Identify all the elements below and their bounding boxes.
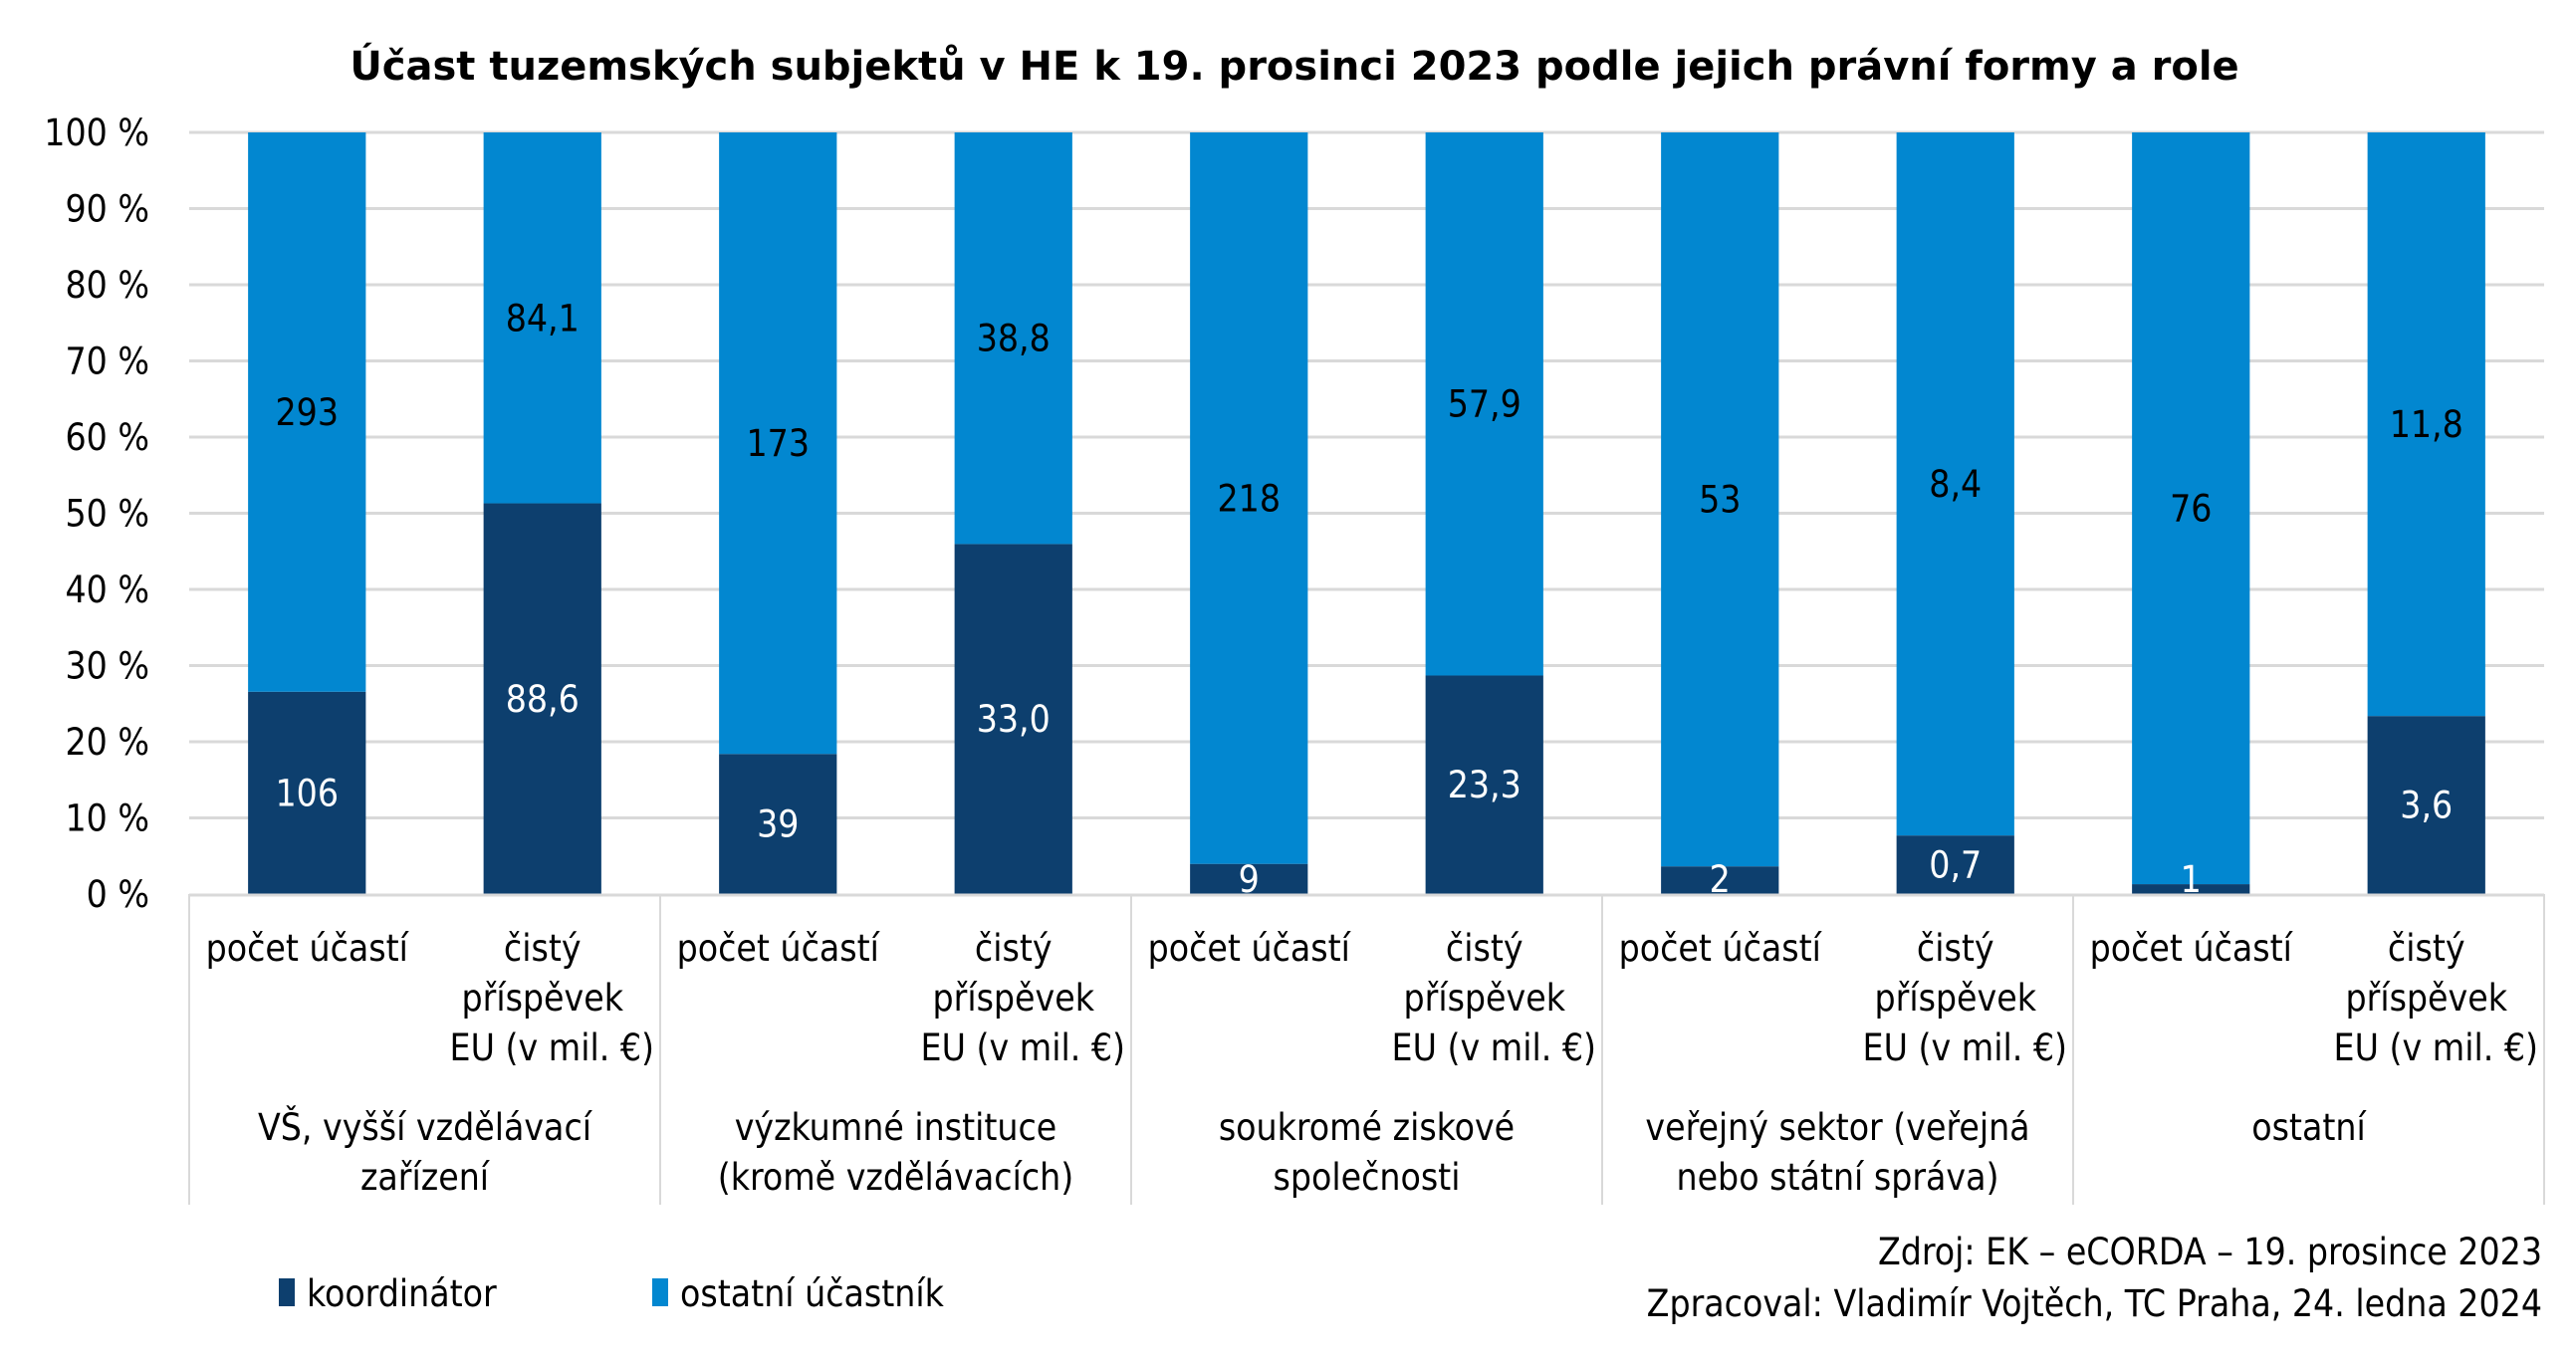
- bar-segment-ostatni-ucastnik: [1661, 132, 1779, 867]
- legend-label-koordinator: koordinátor: [307, 1272, 497, 1315]
- bar-segment-koordinator: [719, 754, 837, 894]
- chart-title: Účast tuzemských subjektů v HE k 19. pro…: [350, 42, 2238, 90]
- data-label-ostatni-ucastnik: 76: [2170, 488, 2212, 531]
- data-label-ostatni-ucastnik: 84,1: [506, 297, 580, 340]
- y-tick-label: 90 %: [65, 188, 149, 231]
- x-tick-label: počet účastí: [206, 927, 410, 970]
- bar-segment-koordinator: [1425, 675, 1543, 894]
- bar-segment-koordinator: [2132, 884, 2250, 894]
- legend-label-ostatni-ucastnik: ostatní účastník: [680, 1272, 945, 1315]
- group-label: (kromě vzdělávacích): [718, 1156, 1073, 1199]
- group-label: nebo státní správa): [1676, 1156, 1998, 1199]
- x-tick-label: čistý: [2388, 927, 2465, 970]
- x-tick-label: příspěvek: [2346, 977, 2508, 1020]
- bar-segment-ostatni-ucastnik: [2132, 132, 2250, 885]
- data-label-ostatni-ucastnik: 38,8: [977, 318, 1051, 360]
- bar-segment-ostatni-ucastnik: [483, 132, 601, 504]
- bar-segment-ostatni-ucastnik: [2367, 132, 2485, 717]
- group-label: zařízení: [360, 1156, 491, 1199]
- y-tick-label: 50 %: [65, 493, 149, 536]
- x-tick-label: příspěvek: [933, 977, 1095, 1020]
- x-tick-label: čistý: [504, 927, 582, 970]
- x-tick-label: počet účastí: [2090, 927, 2294, 970]
- x-tick-label: příspěvek: [1875, 977, 2037, 1020]
- y-tick-label: 80 %: [65, 264, 149, 307]
- x-tick-label: EU (v mil. €): [450, 1026, 654, 1069]
- y-tick-label: 70 %: [65, 341, 149, 383]
- data-label-ostatni-ucastnik: 57,9: [1448, 383, 1522, 426]
- group-label: ostatní: [2251, 1106, 2367, 1149]
- bar-segment-ostatni-ucastnik: [1896, 132, 2014, 836]
- bar-segment-ostatni-ucastnik: [1190, 132, 1308, 864]
- data-label-ostatni-ucastnik: 11,8: [2390, 403, 2463, 446]
- data-label-koordinator: 3,6: [2400, 785, 2453, 827]
- data-label-ostatni-ucastnik: 8,4: [1929, 463, 1982, 506]
- x-tick-label: počet účastí: [1148, 927, 1352, 970]
- x-tick-label: EU (v mil. €): [1863, 1026, 2067, 1069]
- x-tick-label: EU (v mil. €): [2334, 1026, 2538, 1069]
- data-label-koordinator: 88,6: [506, 678, 580, 721]
- data-label-ostatni-ucastnik: 173: [746, 422, 810, 465]
- data-label-ostatni-ucastnik: 218: [1217, 477, 1281, 520]
- y-tick-label: 10 %: [65, 797, 149, 840]
- data-label-ostatni-ucastnik: 293: [275, 391, 339, 434]
- data-label-koordinator: 33,0: [977, 698, 1051, 741]
- x-tick-label: čistý: [1446, 927, 1523, 970]
- bar-segment-koordinator: [1190, 863, 1308, 894]
- bar-segment-koordinator: [483, 503, 601, 894]
- data-labels: 106 293 88,6 84,1 39 173 33,0 38,8 9 218 23,3 57,9 2…: [275, 297, 2462, 901]
- x-tick-label: počet účastí: [677, 927, 881, 970]
- bar-segment-koordinator: [954, 544, 1072, 894]
- y-tick-label: 20 %: [65, 721, 149, 764]
- bar-segment-ostatni-ucastnik: [1425, 132, 1543, 676]
- legend: koordinátor ostatní účastník: [279, 1272, 945, 1315]
- group-label: výzkumné instituce: [735, 1106, 1057, 1149]
- x-tick-label: příspěvek: [462, 977, 624, 1020]
- y-tick-label: 40 %: [65, 568, 149, 611]
- source-note: Zdroj: EK – eCORDA – 19. prosince 2023 Z…: [1647, 1231, 2542, 1325]
- bar-segment-ostatni-ucastnik: [248, 132, 366, 692]
- bar-segment-koordinator: [248, 691, 366, 894]
- data-label-ostatni-ucastnik: 53: [1699, 479, 1741, 522]
- bar-segment-ostatni-ucastnik: [719, 132, 837, 755]
- x-tick-label: EU (v mil. €): [1392, 1026, 1596, 1069]
- data-label-koordinator: 9: [1239, 858, 1260, 901]
- y-tick-label: 30 %: [65, 645, 149, 688]
- group-label: společnosti: [1274, 1156, 1461, 1199]
- data-label-koordinator: 39: [757, 803, 799, 846]
- x-tick-label: EU (v mil. €): [921, 1026, 1125, 1069]
- bar-segment-ostatni-ucastnik: [954, 132, 1072, 545]
- group-label: VŠ, vyšší vzdělávací: [258, 1105, 593, 1149]
- x-tick-label: čistý: [1917, 927, 1994, 970]
- bars: [248, 132, 2485, 894]
- y-tick-label: 0 %: [87, 873, 149, 916]
- x-tick-label: čistý: [975, 927, 1053, 970]
- y-axis: 0 % 10 % 20 % 30 % 40 % 50 % 60 % 70 % 80 % 90 % 1…: [44, 112, 149, 916]
- x-axis: počet účastí čistý příspěvek EU (v mil. €) V…: [188, 893, 2545, 1205]
- x-tick-label: příspěvek: [1404, 977, 1566, 1020]
- y-tick-label: 100 %: [44, 112, 149, 154]
- legend-swatch-ostatni-ucastnik: [652, 1278, 668, 1306]
- x-tick-label: počet účastí: [1619, 927, 1823, 970]
- data-label-koordinator: 0,7: [1929, 844, 1982, 887]
- source-line: Zdroj: EK – eCORDA – 19. prosince 2023: [1878, 1231, 2542, 1273]
- data-label-koordinator: 2: [1710, 858, 1731, 901]
- bar-segment-koordinator: [1896, 835, 2014, 894]
- bar-segment-koordinator: [2367, 716, 2485, 894]
- author-line: Zpracoval: Vladimír Vojtěch, TC Praha, 2…: [1647, 1282, 2542, 1325]
- legend-swatch-koordinator: [279, 1278, 295, 1306]
- group-label: soukromé ziskové: [1219, 1106, 1515, 1149]
- data-label-koordinator: 23,3: [1448, 764, 1522, 806]
- bar-segment-koordinator: [1661, 866, 1779, 894]
- y-tick-label: 60 %: [65, 416, 149, 459]
- data-label-koordinator: 1: [2181, 858, 2202, 901]
- data-label-koordinator: 106: [275, 772, 339, 814]
- group-label: veřejný sektor (veřejná: [1645, 1106, 2029, 1149]
